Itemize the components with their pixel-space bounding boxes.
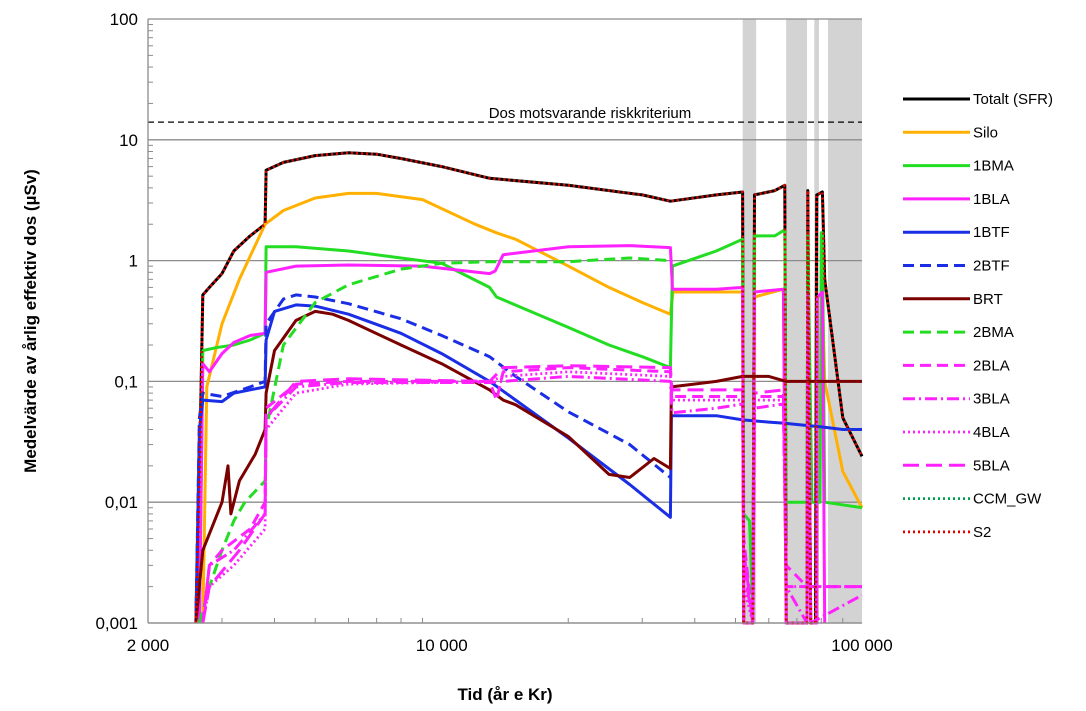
reference-line-label: Dos motsvarande riskkriterium [489, 105, 692, 122]
x-axis-title: Tid (år e Kr) [457, 685, 552, 704]
legend-label: 2BTF [973, 258, 1010, 275]
series-line-2btf [194, 293, 672, 624]
shaded-period-3 [827, 19, 862, 623]
tick-labels: 0,001 0,01 0,1 1 10 100 2 000 10 000 100 000 [95, 10, 892, 655]
legend: Totalt (SFR) Silo 1BMA 1BLA 1BTF 2BTF BRT 2BMA 2… [903, 91, 1053, 541]
legend-label: 1BLA [973, 191, 1010, 208]
y-tick-label: 0,001 [95, 614, 138, 633]
y-tick-label: 0,01 [105, 493, 138, 512]
y-tick-label: 10 [119, 131, 138, 150]
legend-label: 2BLA [973, 357, 1010, 374]
legend-label: 1BTF [973, 224, 1010, 241]
legend-label: Totalt (SFR) [973, 91, 1053, 108]
y-axis-title: Medelvärde av årlig effektiv dos (µSv) [21, 169, 40, 473]
x-tick-label: 10 000 [416, 636, 468, 655]
legend-label: Silo [973, 124, 998, 141]
legend-label: 4BLA [973, 424, 1010, 441]
x-tick-label: 2 000 [127, 636, 170, 655]
legend-label: CCM_GW [973, 491, 1042, 508]
legend-label: 5BLA [973, 457, 1010, 474]
y-tick-label: 1 [129, 252, 138, 271]
legend-label: 1BMA [973, 158, 1014, 175]
legend-label: S2 [973, 524, 991, 541]
reference-line-group: Dos motsvarande riskkriterium [148, 105, 862, 123]
legend-label: 2BMA [973, 324, 1014, 341]
series-line-2bma [197, 256, 671, 624]
y-tick-label: 0,1 [114, 372, 138, 391]
y-tick-label: 100 [110, 10, 138, 29]
legend-label: BRT [973, 291, 1003, 308]
axes [147, 19, 862, 624]
shaded-period-1 [786, 19, 808, 623]
legend-label: 3BLA [973, 391, 1010, 408]
x-tick-label: 100 000 [831, 636, 892, 655]
series-line-brt [194, 309, 862, 624]
